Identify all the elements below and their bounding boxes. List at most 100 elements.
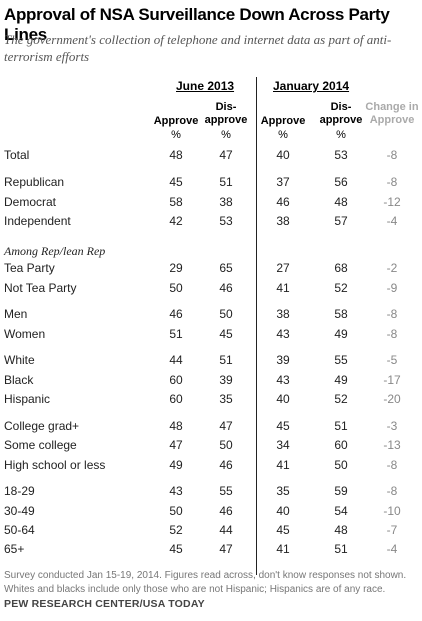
cell-change-in-approve: -7 — [386, 523, 398, 537]
row-label: White — [4, 353, 35, 367]
cell-june-disapprove: 50 — [219, 438, 233, 452]
cell-january-approve: 38 — [276, 214, 290, 228]
table-row: 30-49 50 46 40 54 -10 — [0, 504, 422, 520]
row-label: Democrat — [4, 195, 57, 209]
cell-june-approve: 43 — [169, 484, 183, 498]
row-label: College grad+ — [4, 419, 80, 433]
cell-change-in-approve: -8 — [386, 148, 398, 162]
table-row: Independent 42 53 38 57 -4 — [0, 214, 422, 230]
cell-january-disapprove: 49 — [334, 327, 348, 341]
cell-change-in-approve: -20 — [383, 392, 401, 406]
table-row: Republican 45 51 37 56 -8 — [0, 175, 422, 191]
cell-change-in-approve: -8 — [386, 307, 398, 321]
pct-label-january-approve: % — [278, 129, 288, 141]
row-label: 18-29 — [4, 484, 35, 498]
cell-january-disapprove: 50 — [334, 458, 348, 472]
cell-january-disapprove: 51 — [334, 542, 348, 556]
pct-label-june-disapprove: % — [221, 129, 231, 141]
table-row: Democrat 58 38 46 48 -12 — [0, 195, 422, 211]
row-label: Independent — [4, 214, 71, 228]
cell-june-disapprove: 38 — [219, 195, 233, 209]
cell-january-approve: 41 — [276, 458, 290, 472]
cell-january-disapprove: 56 — [334, 175, 348, 189]
cell-june-disapprove: 44 — [219, 523, 233, 537]
row-label: Black — [4, 373, 34, 387]
cell-june-disapprove: 47 — [219, 148, 233, 162]
cell-change-in-approve: -4 — [386, 542, 398, 556]
cell-change-in-approve: -8 — [386, 458, 398, 472]
row-label: 30-49 — [4, 504, 35, 518]
cell-june-disapprove: 65 — [219, 261, 233, 275]
cell-january-disapprove: 52 — [334, 281, 348, 295]
cell-june-approve: 48 — [169, 419, 183, 433]
cell-june-approve: 49 — [169, 458, 183, 472]
cell-change-in-approve: -5 — [386, 353, 398, 367]
table-row: Some college 47 50 34 60 -13 — [0, 438, 422, 454]
cell-june-disapprove: 55 — [219, 484, 233, 498]
cell-change-in-approve: -13 — [383, 438, 401, 452]
cell-change-in-approve: -8 — [386, 175, 398, 189]
cell-june-disapprove: 46 — [219, 458, 233, 472]
cell-june-approve: 47 — [169, 438, 183, 452]
cell-january-approve: 34 — [276, 438, 290, 452]
cell-january-disapprove: 51 — [334, 419, 348, 433]
cell-january-approve: 45 — [276, 419, 290, 433]
row-label: Hispanic — [4, 392, 51, 406]
cell-june-approve: 58 — [169, 195, 183, 209]
cell-january-approve: 40 — [276, 392, 290, 406]
row-label: High school or less — [4, 458, 106, 472]
row-label: Total — [4, 148, 30, 162]
row-label: Not Tea Party — [4, 281, 77, 295]
table-row: Total 48 47 40 53 -8 — [0, 148, 422, 164]
pct-label-june-approve: % — [171, 129, 181, 141]
cell-june-disapprove: 47 — [219, 419, 233, 433]
cell-june-disapprove: 35 — [219, 392, 233, 406]
col-header-june-disapprove: Dis- approve — [196, 101, 256, 127]
cell-change-in-approve: -4 — [386, 214, 398, 228]
cell-january-approve: 46 — [276, 195, 290, 209]
cell-january-disapprove: 53 — [334, 148, 348, 162]
cell-june-approve: 60 — [169, 373, 183, 387]
cell-january-disapprove: 49 — [334, 373, 348, 387]
cell-january-approve: 39 — [276, 353, 290, 367]
col-header-january-disapprove: Dis- approve — [311, 101, 371, 127]
table-row: 65+ 45 47 41 51 -4 — [0, 542, 422, 558]
cell-june-disapprove: 51 — [219, 353, 233, 367]
cell-june-approve: 50 — [169, 504, 183, 518]
cell-june-disapprove: 39 — [219, 373, 233, 387]
row-label: 50-64 — [4, 523, 35, 537]
cell-change-in-approve: -17 — [383, 373, 401, 387]
table-row: Hispanic 60 35 40 52 -20 — [0, 392, 422, 408]
source-credit: PEW RESEARCH CENTER/USA TODAY — [4, 598, 205, 610]
cell-january-approve: 38 — [276, 307, 290, 321]
cell-january-approve: 40 — [276, 504, 290, 518]
cell-change-in-approve: -12 — [383, 195, 401, 209]
cell-june-approve: 45 — [169, 542, 183, 556]
table-row: High school or less 49 46 41 50 -8 — [0, 458, 422, 474]
cell-june-approve: 44 — [169, 353, 183, 367]
table-row: Not Tea Party 50 46 41 52 -9 — [0, 281, 422, 297]
cell-january-approve: 37 — [276, 175, 290, 189]
cell-change-in-approve: -2 — [386, 261, 398, 275]
section-label-rep-lean-rep: Among Rep/lean Rep — [4, 244, 106, 258]
row-label: Men — [4, 307, 28, 321]
col-header-change-line2: Approve — [369, 114, 415, 126]
cell-june-approve: 42 — [169, 214, 183, 228]
cell-january-approve: 41 — [276, 281, 290, 295]
cell-june-approve: 60 — [169, 392, 183, 406]
col-header-january-approve: Approve — [260, 115, 306, 127]
cell-change-in-approve: -8 — [386, 484, 398, 498]
cell-january-disapprove: 48 — [334, 523, 348, 537]
cell-january-approve: 43 — [276, 327, 290, 341]
cell-june-approve: 51 — [169, 327, 183, 341]
cell-january-disapprove: 54 — [334, 504, 348, 518]
cell-june-approve: 45 — [169, 175, 183, 189]
cell-january-disapprove: 59 — [334, 484, 348, 498]
table-row: Tea Party 29 65 27 68 -2 — [0, 261, 422, 277]
table-row: College grad+ 48 47 45 51 -3 — [0, 419, 422, 435]
cell-january-disapprove: 57 — [334, 214, 348, 228]
cell-january-approve: 40 — [276, 148, 290, 162]
pct-label-january-disapprove: % — [336, 129, 346, 141]
cell-change-in-approve: -3 — [386, 419, 398, 433]
col-header-june-approve: Approve — [153, 115, 199, 127]
